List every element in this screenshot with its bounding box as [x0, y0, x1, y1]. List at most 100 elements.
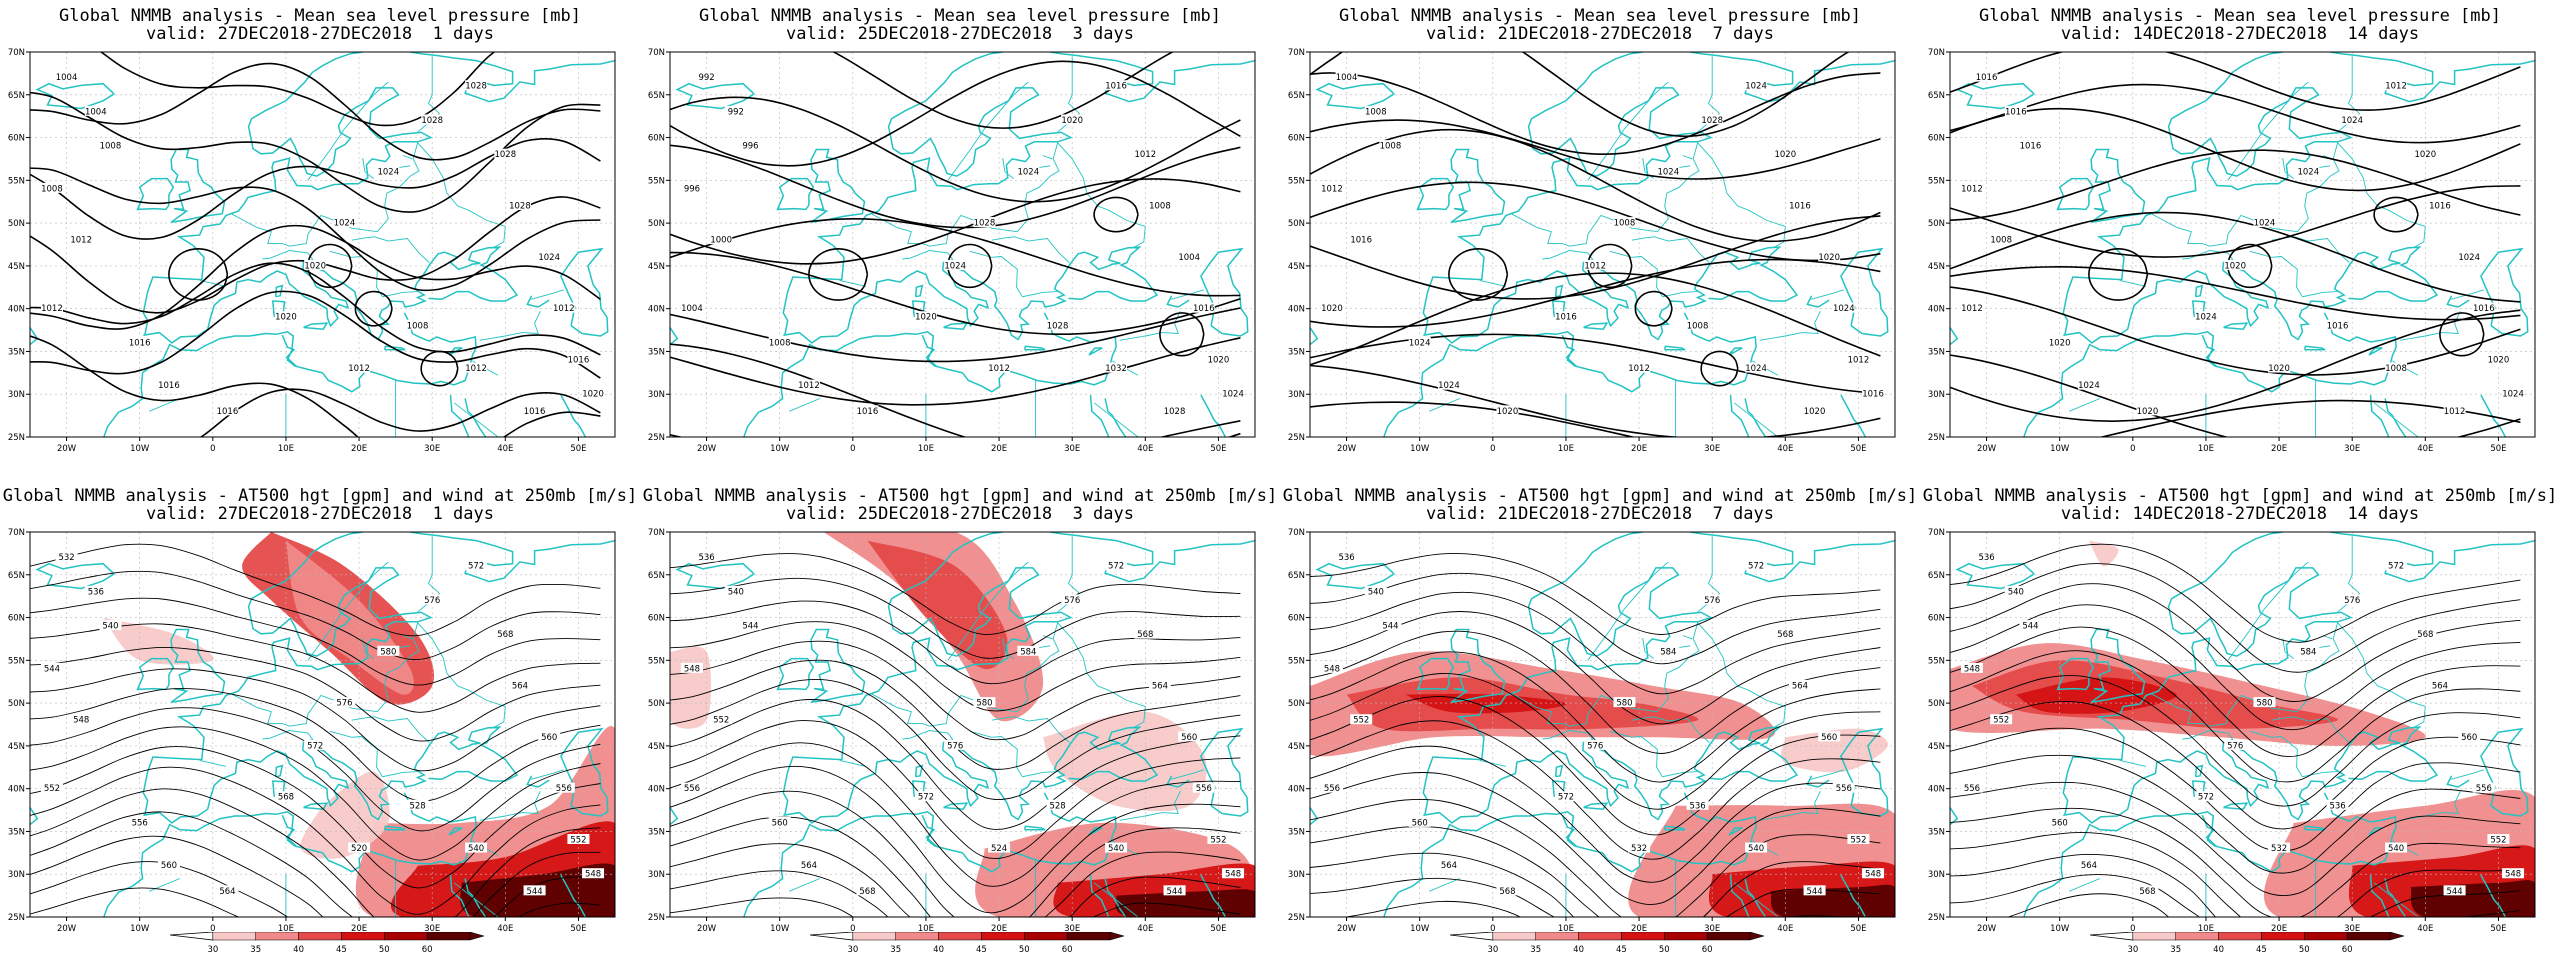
coastline — [783, 246, 1159, 344]
isoline-label-bg — [2458, 731, 2481, 742]
coastline — [142, 532, 433, 816]
coastline — [2330, 532, 2535, 583]
colorbar-swatch — [1621, 932, 1665, 941]
x-tick-label: 40E — [497, 924, 513, 934]
y-tick-label: 35N — [8, 347, 25, 357]
coastline — [1050, 52, 1255, 103]
isoline-label: 1012 — [1628, 364, 1650, 374]
x-tick-label: 40E — [1777, 444, 1793, 454]
isoline-label: 1020 — [2224, 261, 2246, 271]
wind-speed-shading — [867, 540, 1008, 670]
isoline-label-bg — [1803, 885, 1826, 896]
wind-speed-shading — [1042, 711, 1207, 812]
x-tick-label: 20E — [351, 924, 367, 934]
isoline-label: 540 — [102, 622, 118, 632]
map-area: 532 536 540 544 548 552 556 560 564 568 572 576 580 5… — [30, 532, 615, 917]
isoline-label-bg — [1701, 594, 1724, 605]
isoline-label-bg — [1178, 251, 1201, 262]
country-border — [902, 250, 954, 261]
plot-frame — [1309, 531, 1896, 918]
isoline-label: 1008 — [1365, 107, 1387, 117]
panel-mslp-3days: Global NMMB analysis - Mean sea level pr… — [640, 0, 1280, 480]
isoline-label-bg — [724, 105, 747, 116]
colorbar-swatch — [852, 932, 896, 941]
isoline-label: 568 — [2139, 887, 2155, 897]
isoline-label-bg — [523, 405, 546, 416]
x-tick-label: 0 — [850, 924, 855, 934]
coastline — [410, 532, 615, 583]
isoline-label: 1016 — [2473, 304, 2495, 314]
isoline-label: 564 — [512, 682, 528, 692]
isoline-label: 1016 — [2020, 142, 2042, 152]
country-border — [262, 250, 314, 261]
isoline-label-bg — [2326, 799, 2349, 810]
isoline-label-bg — [768, 336, 791, 347]
isoline-label-bg — [1192, 782, 1215, 793]
isoline-label: 1024 — [1745, 364, 1767, 374]
colorbar-swatch — [1024, 932, 1068, 941]
isoline-label: 1020 — [1774, 150, 1796, 160]
isoline-label: 548 — [1225, 870, 1241, 880]
wind-colorbar: 30 35 40 45 50 60 — [2089, 932, 2405, 955]
x-tick-label: 0 — [1490, 444, 1495, 454]
x-tick-label: 40E — [2417, 444, 2433, 454]
isoline — [2098, 399, 2521, 437]
isoline — [420, 350, 459, 387]
isoline-label-bg — [1554, 791, 1577, 802]
isoline-label: 996 — [684, 184, 700, 194]
y-tick-label: 40N — [1928, 305, 1945, 315]
isoline-label: 528 — [1049, 801, 1065, 811]
isoline-label-bg — [377, 645, 400, 656]
isoline-label: 556 — [1324, 784, 1340, 794]
isoline-label-bg — [2268, 362, 2291, 373]
y-tick-label: 45N — [1288, 742, 1305, 752]
isoline-label-bg — [2428, 680, 2451, 690]
y-tick-label: 60N — [8, 614, 25, 624]
isoline-label-bg — [1975, 551, 1998, 562]
isoline-label-bg — [1335, 551, 1358, 562]
isoline — [670, 870, 1241, 917]
isoline-label-bg — [582, 868, 605, 879]
x-tick-label: 30E — [2344, 924, 2360, 934]
y-tick-label: 40N — [648, 305, 665, 315]
isoline-label: 556 — [1196, 784, 1212, 794]
coastline — [943, 322, 969, 330]
isoline-label: 576 — [1064, 596, 1080, 606]
y-tick-label: 55N — [1928, 176, 1945, 186]
isoline-label-bg — [216, 405, 239, 416]
isoline-label-bg — [739, 140, 762, 151]
y-tick-label: 30N — [648, 870, 665, 880]
isoline-label-bg — [494, 628, 517, 639]
isoline — [1310, 72, 1881, 156]
isoline — [2088, 247, 2149, 301]
colorbar-label: 50 — [379, 945, 390, 955]
isoline — [2439, 312, 2485, 357]
isoline — [1950, 309, 2521, 422]
country-border — [1542, 250, 1594, 261]
colorbar-label: 60 — [2342, 945, 2353, 955]
y-tick-label: 30N — [1288, 390, 1305, 400]
coastline — [782, 52, 1073, 336]
x-tick-label: 40E — [1777, 924, 1793, 934]
coastline — [1200, 394, 1227, 437]
isoline-label-bg — [538, 251, 561, 262]
isoline-label: 1008 — [1380, 142, 1402, 152]
isoline-label-bg — [695, 551, 718, 562]
isoline-label: 1020 — [582, 390, 604, 400]
isoline-label-bg — [2019, 140, 2042, 151]
isoline-label-bg — [1628, 842, 1651, 853]
isoline-label: 1028 — [465, 82, 487, 92]
isoline-label: 572 — [1558, 793, 1574, 803]
isoline-label: 552 — [570, 836, 586, 846]
isoline-label-bg — [582, 388, 605, 399]
y-tick-label: 45N — [648, 742, 665, 752]
isoline-label-bg — [1862, 388, 1885, 399]
isoline-label: 1016 — [1105, 82, 1127, 92]
y-tick-label: 60N — [648, 134, 665, 144]
isoline-label: 1016 — [1350, 236, 1372, 246]
y-tick-label: 25N — [1928, 433, 1945, 443]
wind-speed-shading — [670, 646, 712, 729]
isoline — [30, 646, 601, 742]
coastline — [1422, 532, 1713, 816]
isoline-label-bg — [406, 319, 429, 330]
